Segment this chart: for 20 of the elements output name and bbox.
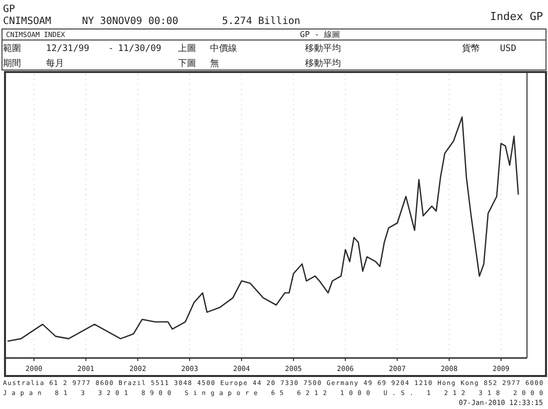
- text: Index GP: [490, 10, 544, 23]
- text: 12/31/99: [46, 44, 90, 54]
- text: 5.274 Billion: [222, 16, 300, 27]
- text: 移動平均: [305, 43, 341, 54]
- text: 無: [210, 58, 219, 69]
- text: GP: [3, 4, 16, 15]
- text: USD: [500, 44, 516, 54]
- text: 移動平均: [305, 58, 341, 69]
- text: -: [108, 44, 114, 54]
- text: 期間: [3, 58, 21, 69]
- text: 每月: [46, 58, 64, 69]
- text: GP - 線圖: [300, 30, 340, 39]
- text: 範圍: [3, 43, 21, 54]
- text: 下圖: [178, 59, 196, 69]
- text: CNIMSOAM: [3, 16, 52, 27]
- text: 上圖: [178, 43, 196, 54]
- text: NY 30NOV09 00:00: [82, 16, 178, 27]
- text: 中價線: [210, 43, 237, 54]
- text: 11/30/09: [118, 44, 162, 54]
- text: 貨幣: [462, 43, 480, 54]
